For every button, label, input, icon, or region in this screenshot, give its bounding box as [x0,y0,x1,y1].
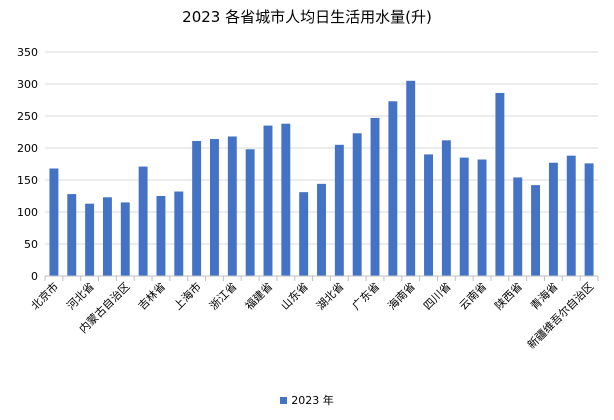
x-tick-label: 山东省 [278,280,311,313]
bar [459,157,469,276]
y-tick-label: 150 [17,174,38,187]
x-tick-label: 青海省 [527,279,560,312]
bar [513,177,523,276]
bar [566,155,576,276]
bar [441,140,451,276]
bar [156,196,166,276]
bar [299,192,309,276]
y-tick-label: 200 [17,142,38,155]
legend-swatch [280,396,288,404]
bar [424,154,433,276]
x-tick-label: 四川省 [421,280,454,313]
bar [138,166,148,276]
y-tick-labels: 0 50 100 150 200 250 300 350 [17,46,38,283]
bar [102,197,112,276]
bar [227,136,237,276]
legend-label: 2023 年 [291,394,334,407]
bar [495,92,505,277]
bar [388,101,398,276]
bar [584,163,594,276]
x-tick-label: 上海市 [171,279,204,312]
y-tick-label: 300 [17,78,38,91]
x-tick-label: 湖北省 [314,280,347,313]
axes [44,275,599,281]
bar [192,140,202,276]
bar [174,191,184,276]
bar [245,149,255,276]
x-tick-label: 浙江省 [207,280,240,313]
y-tick-label: 350 [17,46,38,59]
x-tick-label: 广东省 [350,280,383,313]
gridlines [45,51,598,245]
x-tick-label: 新疆维吾尔自治区 [524,279,596,351]
bar [67,194,77,276]
bar [317,183,326,276]
bar [334,144,344,276]
bars [49,80,594,277]
legend: 2023 年 [0,392,614,408]
bar [263,125,273,276]
bar [85,203,95,276]
y-tick-label: 50 [24,238,38,251]
chart-title: 2023 各省城市人均日生活用水量(升) [182,8,432,26]
x-tick-labels: 北京市 河北省内蒙古自治区 吉林省 上海市 浙江省 福建省 山东省 湖北省 广东省 海南省 四川省云… [28,279,596,351]
x-tick-label: 陕西省 [492,279,525,312]
x-tick-label: 福建省 [242,279,275,312]
y-tick-label: 250 [17,110,38,123]
bar [548,162,558,276]
x-tick-label: 北京市 [28,279,61,312]
y-tick-label: 0 [31,270,38,283]
bar [210,139,219,276]
bar [120,202,130,276]
bar [531,185,541,276]
x-tick-label: 河北省 [64,280,97,313]
y-tick-label: 100 [17,206,38,219]
x-tick-label: 云南省 [457,280,490,313]
bar [49,168,59,276]
x-tick-label: 吉林省 [135,279,168,312]
bar [352,133,362,276]
bar [370,117,380,276]
bar [477,159,487,276]
bar [406,80,416,276]
bar [281,123,291,277]
x-tick-label: 海南省 [385,279,418,312]
